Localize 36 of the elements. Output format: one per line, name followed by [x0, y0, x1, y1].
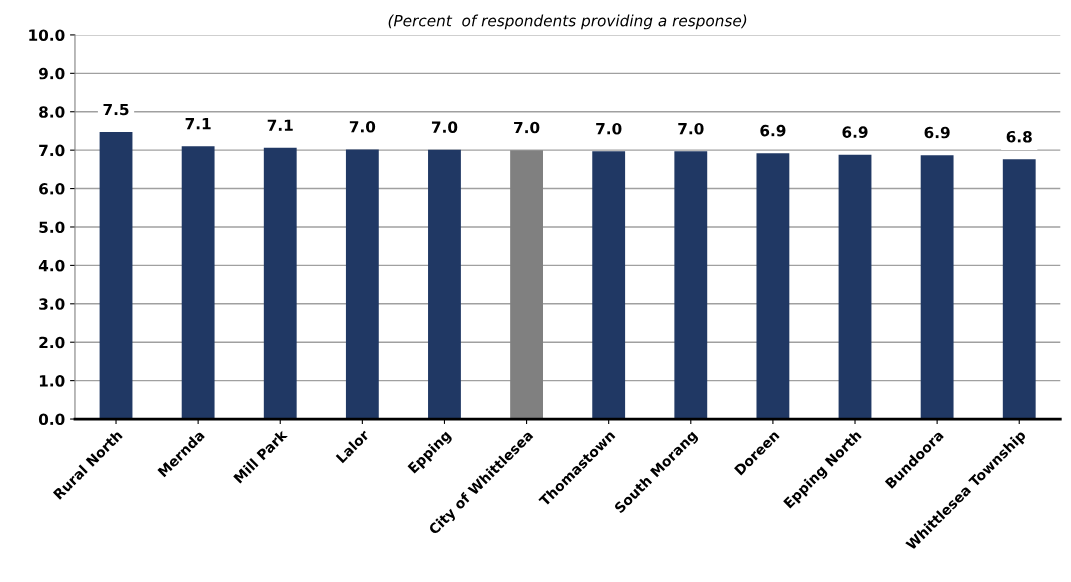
y-tick-label: 3.0: [39, 298, 65, 310]
bar: [263, 147, 297, 420]
y-tick-label: 6.0: [39, 183, 65, 195]
bar: [756, 153, 790, 420]
bar: [1002, 159, 1036, 420]
bar: [181, 146, 215, 420]
bar: [345, 149, 379, 420]
data-label: 6.9: [924, 126, 950, 139]
y-tick-label: 0.0: [38, 413, 65, 426]
bar: [428, 149, 461, 420]
data-label: 6.8: [1006, 130, 1032, 143]
chart-subtitle: (Percent of respondents providing a response): [388, 14, 747, 30]
bar: [510, 150, 543, 420]
bar: [99, 132, 133, 420]
bar: [920, 155, 954, 420]
data-label: 7.0: [431, 121, 458, 133]
y-tick-label: 10.0: [29, 29, 65, 41]
bar: [838, 154, 872, 420]
y-tick-label: 4.0: [38, 259, 65, 272]
y-tick-label: 1.0: [39, 375, 65, 387]
y-tick-label: 9.0: [38, 67, 65, 80]
y-tick-label: 8.0: [39, 106, 65, 118]
data-label: 7.1: [185, 118, 211, 130]
data-label: 6.9: [760, 124, 786, 137]
data-label: 7.0: [514, 121, 540, 134]
data-label: 6.9: [842, 126, 868, 138]
bar: [592, 151, 626, 420]
y-tick-label: 7.0: [39, 144, 65, 157]
data-label: 7.0: [678, 122, 704, 135]
y-tick-label: 5.0: [39, 221, 65, 233]
y-tick-label: 2.0: [39, 336, 65, 349]
data-label: 7.1: [267, 119, 293, 131]
data-label: 7.0: [596, 122, 622, 135]
bar: [674, 151, 708, 420]
data-label: 7.0: [349, 120, 376, 133]
data-label: 7.5: [103, 103, 129, 116]
